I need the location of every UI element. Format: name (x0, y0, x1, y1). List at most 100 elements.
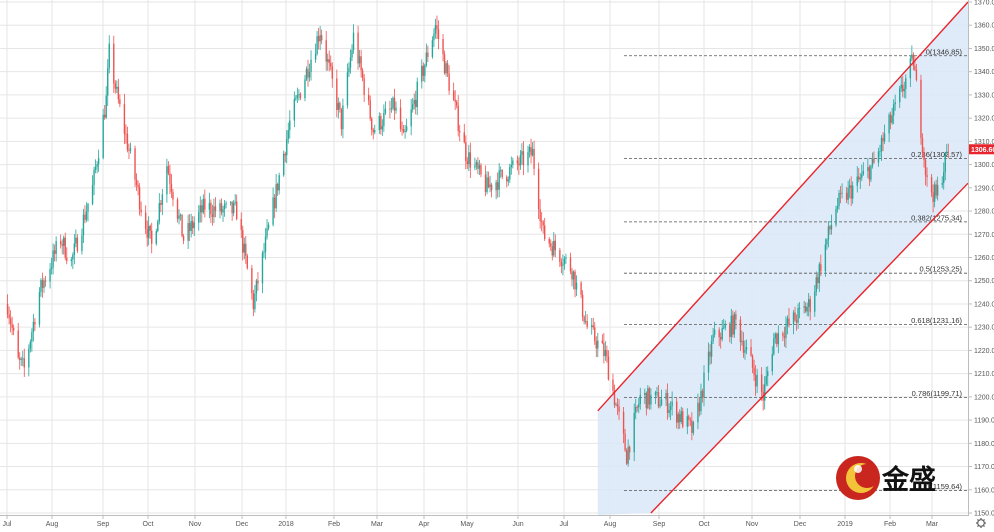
candle-body (785, 326, 787, 338)
candle-body (43, 280, 45, 288)
candle-body (824, 244, 827, 272)
candle-body (245, 243, 247, 256)
candle-body (688, 416, 690, 420)
fib-level-label: 0.236(1302.57) (911, 150, 962, 159)
logo: 金盛 (836, 456, 936, 500)
candle-body (487, 177, 490, 188)
candle-body (868, 167, 871, 180)
candle-body (506, 176, 508, 182)
candle-body (116, 86, 118, 89)
candle-body (739, 319, 742, 343)
candle-body (289, 120, 291, 131)
candle-body (803, 306, 805, 308)
y-tick-label: 1230.00 (974, 325, 994, 332)
candle-body (700, 390, 702, 412)
x-tick-label: Jun (512, 521, 523, 528)
y-axis-panel (969, 0, 994, 532)
candle-body (448, 73, 450, 91)
y-tick-label: 1240.00 (974, 301, 994, 308)
candle-body (915, 69, 918, 80)
candle-body (474, 165, 476, 168)
gear-icon-tooth[interactable] (982, 524, 985, 527)
candle-body (838, 192, 840, 207)
regression-channel[interactable] (597, 1, 969, 514)
candle-body (551, 246, 553, 256)
candle-body (744, 349, 746, 353)
candle-body (554, 240, 557, 251)
candle-body (867, 167, 869, 171)
fib-level-label: 0.618(1231.16) (911, 316, 962, 325)
candle-body (252, 293, 255, 310)
channel-upper-line[interactable] (597, 1, 969, 412)
fib-level-label: 0.382(1275.34) (911, 213, 962, 222)
candle-body (689, 419, 692, 421)
candle-body (193, 222, 195, 229)
candle-body (371, 118, 373, 130)
candle-body (293, 99, 296, 121)
candle-body (223, 204, 226, 210)
x-tick-label: Dec (236, 521, 249, 528)
candle-body (783, 336, 786, 338)
x-tick-label: Nov (746, 521, 759, 528)
candle-body (172, 192, 174, 200)
candle-body (219, 203, 221, 211)
candle-body (363, 78, 365, 95)
candlesticks (6, 15, 949, 467)
y-tick-label: 1330.00 (974, 92, 994, 99)
gear-icon-tooth[interactable] (982, 519, 985, 522)
gear-icon-tooth[interactable] (977, 524, 980, 527)
candle-body (574, 271, 576, 290)
candle-body (650, 395, 652, 405)
candle-body (213, 206, 215, 217)
candle-body (679, 414, 681, 423)
candle-body (648, 388, 651, 405)
candle-body (903, 88, 905, 92)
candle-body (569, 257, 572, 272)
gear-icon-tooth[interactable] (977, 519, 980, 522)
candle-body (745, 347, 748, 350)
channel-lower-line[interactable] (650, 182, 969, 514)
candle-body (220, 203, 223, 213)
candle-body (138, 187, 141, 210)
candle-body (756, 374, 758, 387)
candle-body (411, 104, 414, 110)
candle-body (20, 359, 22, 360)
candle-body (615, 404, 617, 406)
candle-body (431, 40, 434, 57)
candle-body (926, 175, 928, 178)
y-tick-label: 1360.00 (974, 23, 994, 30)
y-tick-label: 1200.00 (974, 394, 994, 401)
candle-body (839, 192, 842, 194)
candle-body (638, 403, 640, 408)
candle-body (169, 173, 171, 184)
candle-body (87, 203, 89, 212)
candle-body (923, 152, 925, 160)
candle-body (283, 153, 285, 176)
candle-body (507, 179, 509, 182)
candle-body (129, 148, 132, 151)
candle-body (873, 158, 875, 163)
candle-body (826, 239, 828, 245)
candle-body (466, 161, 469, 165)
candle-body (509, 167, 511, 180)
candle-body (665, 392, 667, 400)
candle-body (548, 238, 550, 244)
candle-body (941, 183, 943, 185)
gear-icon[interactable] (976, 518, 986, 528)
candle-body (894, 102, 896, 105)
candle-body (255, 280, 258, 294)
candle-body (64, 237, 66, 258)
candle-body (401, 129, 403, 130)
candle-body (930, 177, 933, 193)
candle-body (11, 324, 13, 328)
candle-body (287, 130, 289, 139)
candle-body (337, 102, 340, 110)
candle-body (8, 314, 10, 319)
candle-body (424, 65, 426, 76)
candle-body (360, 56, 362, 71)
x-tick-label: Mar (926, 521, 939, 528)
candle-body (187, 223, 189, 241)
candle-body (490, 184, 493, 191)
candle-body (107, 68, 109, 96)
candle-body (741, 340, 743, 343)
